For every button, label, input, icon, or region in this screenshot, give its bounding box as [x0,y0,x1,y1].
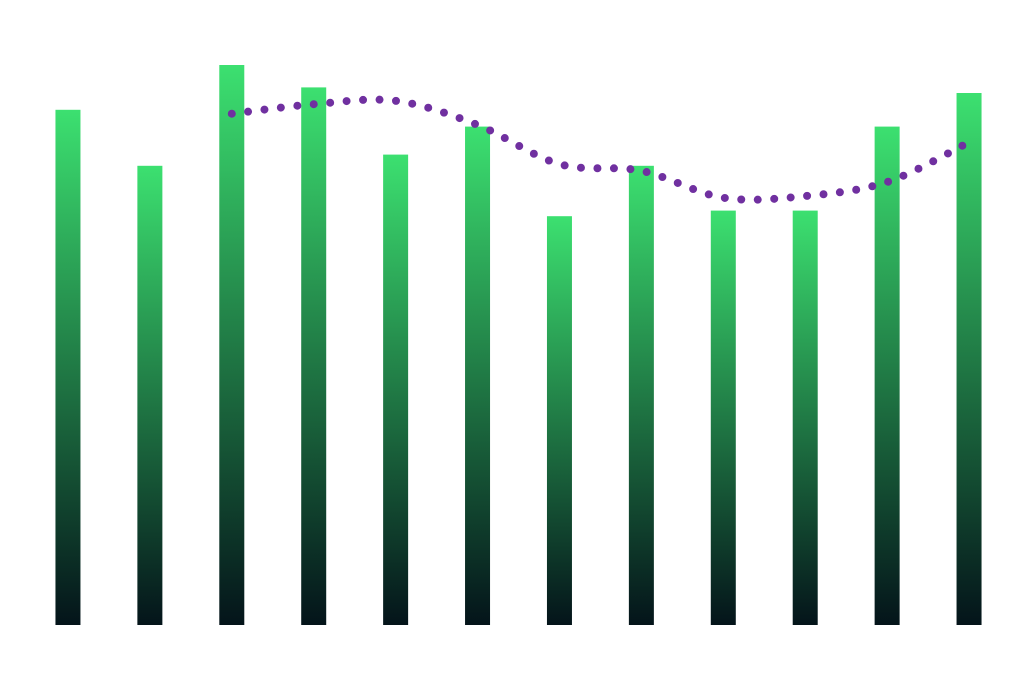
line [227,95,974,204]
bar [710,210,736,625]
bar [874,126,900,625]
bar [628,165,654,626]
bar [137,165,163,626]
bar [792,210,818,625]
bar [383,154,409,625]
bar [301,87,327,625]
bar [55,109,81,626]
bar [465,126,491,625]
bar [546,216,572,625]
bar [219,65,245,625]
bar [956,93,982,625]
